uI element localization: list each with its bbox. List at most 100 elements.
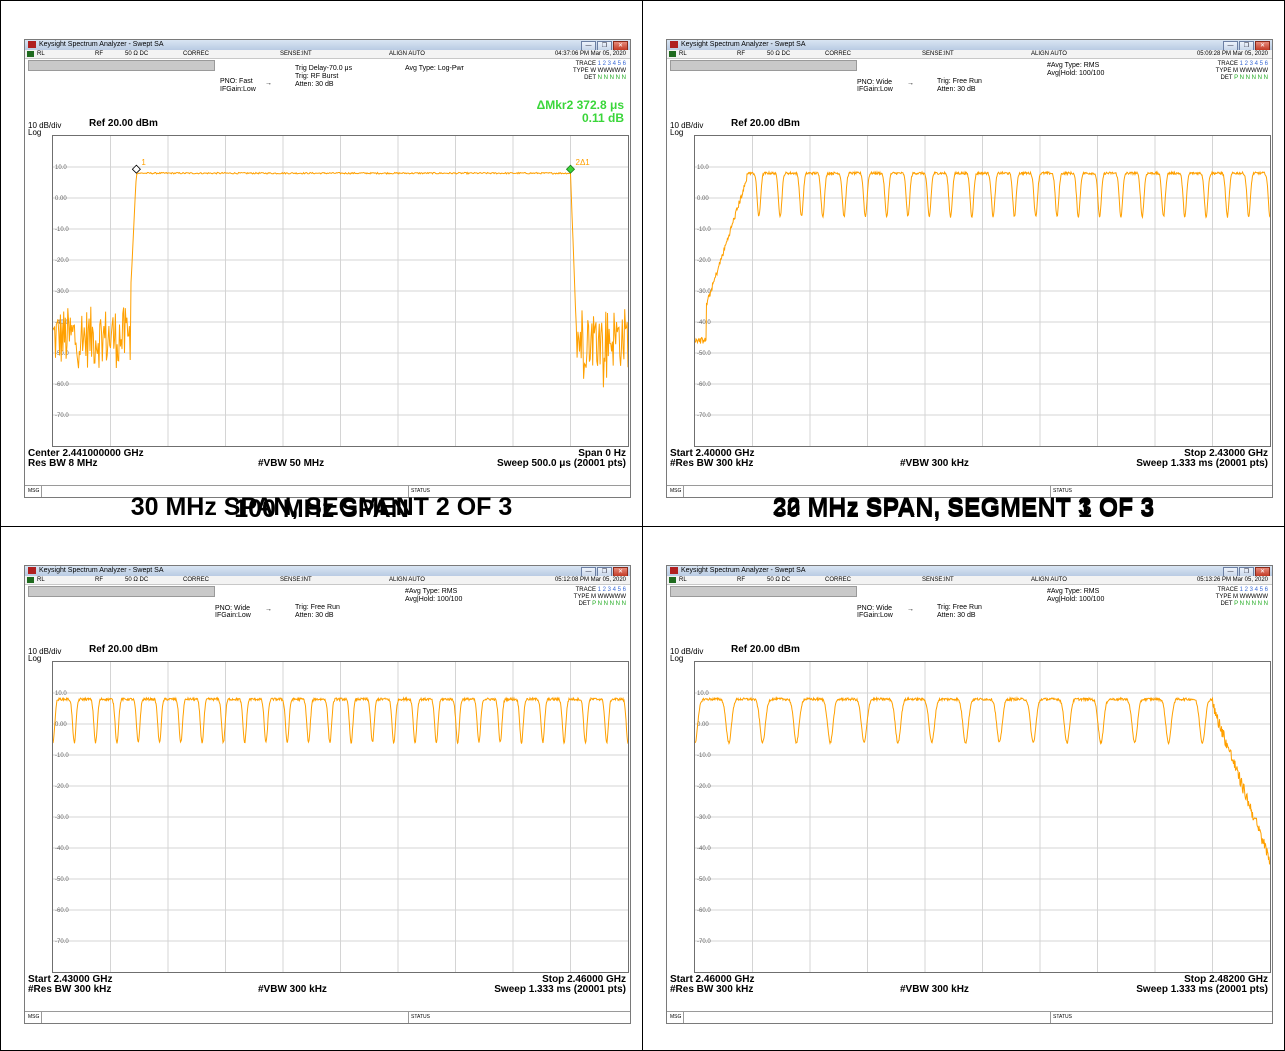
datetime: 05:12:08 PM Mar 05, 2020 xyxy=(554,577,626,583)
y-tick-label: -30.0 xyxy=(697,289,711,295)
y-tick-label: -10.0 xyxy=(55,227,69,233)
ref-level: Ref 20.00 dBm xyxy=(89,118,158,129)
window-controls: — ❐ ✕ xyxy=(581,566,628,577)
marker-1-icon[interactable] xyxy=(131,164,141,174)
status-sense: SENSE:INT xyxy=(280,51,312,57)
avg-type: Avg Type: Log-Pwr xyxy=(405,65,464,72)
arrow-icon: → xyxy=(907,606,914,613)
status-rl: RL xyxy=(679,51,687,57)
det-value: P N N N N N xyxy=(1234,75,1268,81)
window-controls: — ❐ ✕ xyxy=(1223,566,1270,577)
type-label: TYPE xyxy=(573,594,590,600)
panel-top-left: Keysight Spectrum Analyzer - Swept SA — … xyxy=(0,0,643,527)
det-label: DET xyxy=(584,75,596,81)
trace-info: TRACE 1 2 3 4 5 6 TYPE M WWWWW DET P N N… xyxy=(574,587,626,608)
det-label: DET xyxy=(1220,601,1233,607)
msg-divider xyxy=(41,1012,42,1023)
status-divider xyxy=(408,486,409,497)
trace-plot[interactable]: 10.0 0.00 -10.0 -20.0 -30.0 -40.0 -50.0 -60.0 -7… xyxy=(52,135,629,447)
pno-setting: PNO: Wide xyxy=(857,605,893,612)
msg-divider xyxy=(683,1012,684,1023)
foot-right-1: Stop 2.43000 GHz xyxy=(1184,448,1268,459)
window-titlebar: Keysight Spectrum Analyzer - Swept SA — … xyxy=(667,40,1272,51)
y-tick-label: -30.0 xyxy=(55,289,69,295)
menu-bar[interactable] xyxy=(670,60,857,71)
status-indicator-icon xyxy=(669,51,676,57)
trace-info: TRACE 1 2 3 4 5 6 TYPE M WWWWW DET P N N… xyxy=(1216,61,1268,82)
avg-hold: Avg|Hold: 100/100 xyxy=(1047,70,1105,77)
spectrum-trace xyxy=(695,696,1270,865)
menu-bar[interactable] xyxy=(28,60,215,71)
status-correc: CORREC xyxy=(825,51,852,57)
y-tick-label: 10.0 xyxy=(697,165,709,171)
ref-level: Ref 20.00 dBm xyxy=(89,644,158,655)
ifgain-setting: IFGain:Low xyxy=(857,612,893,619)
trace-plot[interactable]: 10.0 0.00 -10.0 -20.0 -30.0 -40.0 -50.0 -60.0 -7… xyxy=(52,661,629,973)
y-tick-label: -20.0 xyxy=(55,258,69,264)
scale-log: Log xyxy=(670,654,684,663)
trace-type: M WWWWW xyxy=(1233,68,1268,74)
y-tick-label: 0.00 xyxy=(55,196,67,202)
trace-graph: 10.0 0.00 -10.0 -20.0 -30.0 -40.0 -50.0 -60.0 -7… xyxy=(695,662,1270,972)
det-value: P N N N N N xyxy=(592,601,626,607)
foot-left-2: #Res BW 300 kHz xyxy=(28,984,112,995)
spectrum-trace xyxy=(53,696,628,745)
y-tick-label: -50.0 xyxy=(697,351,711,357)
analyzer-window: Keysight Spectrum Analyzer - Swept SA — … xyxy=(24,39,631,498)
status-row: RL RF 50 Ω DC CORREC SENSE:INT ALIGN AUT… xyxy=(25,50,630,59)
scale-log: Log xyxy=(670,128,684,137)
window-controls: — ❐ ✕ xyxy=(1223,40,1270,51)
y-tick-label: -30.0 xyxy=(697,815,711,821)
trace-graph: 10.0 0.00 -10.0 -20.0 -30.0 -40.0 -50.0 -60.0 -7… xyxy=(53,662,628,972)
y-tick-label: -20.0 xyxy=(697,784,711,790)
trace-plot[interactable]: 10.0 0.00 -10.0 -20.0 -30.0 -40.0 -50.0 -60.0 -7… xyxy=(694,661,1271,973)
foot-right-1: Stop 2.46000 GHz xyxy=(542,974,626,985)
atten-setting: Atten: 30 dB xyxy=(295,81,334,88)
y-tick-label: -60.0 xyxy=(697,382,711,388)
status-impedance: 50 Ω DC xyxy=(767,51,791,57)
marker-2-icon[interactable] xyxy=(565,164,576,174)
y-tick-label: -70.0 xyxy=(697,939,711,945)
det-label: DET xyxy=(1220,75,1233,81)
status-align: ALIGN AUTO xyxy=(1031,577,1067,583)
ifgain-setting: IFGain:Low xyxy=(220,86,256,93)
trig-mode: Trig: Free Run xyxy=(937,78,982,85)
status-align: ALIGN AUTO xyxy=(1031,51,1067,57)
y-tick-label: -60.0 xyxy=(697,908,711,914)
foot-right-1: Stop 2.48200 GHz xyxy=(1184,974,1268,985)
panel-bottom-right: Keysight Spectrum Analyzer - Swept SA — … xyxy=(642,493,1285,1051)
status-rf: RF xyxy=(95,51,103,57)
app-logo-icon xyxy=(670,567,678,574)
pno-setting: PNO: Wide xyxy=(215,605,251,612)
det-value: N N N N N xyxy=(597,75,626,81)
status-correc: CORREC xyxy=(183,51,210,57)
message-bar: MSG STATUS xyxy=(667,485,1272,497)
msg-label: MSG xyxy=(28,1014,40,1020)
ref-level: Ref 20.00 dBm xyxy=(731,644,800,655)
status-indicator-icon xyxy=(27,577,34,583)
y-tick-label: 10.0 xyxy=(697,691,709,697)
status-row: RL RF 50 Ω DC CORREC SENSE:INT ALIGN AUT… xyxy=(667,576,1272,585)
menu-bar[interactable] xyxy=(28,586,215,597)
menu-bar[interactable] xyxy=(670,586,857,597)
trace-label: TRACE xyxy=(575,61,596,67)
datetime: 04:37:06 PM Mar 05, 2020 xyxy=(554,51,626,57)
marker-2-label: 2Δ1 xyxy=(576,158,591,167)
trig-delay: Trig Delay-70.0 μs xyxy=(295,65,353,72)
status-label: STATUS xyxy=(1053,488,1072,494)
pno-setting: PNO: Wide xyxy=(857,79,893,86)
y-tick-label: -10.0 xyxy=(697,227,711,233)
y-tick-label: -50.0 xyxy=(697,877,711,883)
status-align: ALIGN AUTO xyxy=(389,51,425,57)
trace-label: TRACE xyxy=(1217,61,1238,67)
trace-type: W WWWWW xyxy=(590,68,626,74)
analyzer-window: Keysight Spectrum Analyzer - Swept SA — … xyxy=(24,565,631,1024)
trace-type: M WWWWW xyxy=(591,594,626,600)
window-titlebar: Keysight Spectrum Analyzer - Swept SA — … xyxy=(667,566,1272,577)
window-title: Keysight Spectrum Analyzer - Swept SA xyxy=(39,41,164,48)
trig-mode: Trig: Free Run xyxy=(937,604,982,611)
y-tick-label: -40.0 xyxy=(55,846,69,852)
app-logo-icon xyxy=(28,41,36,48)
analyzer-window: Keysight Spectrum Analyzer - Swept SA — … xyxy=(666,565,1273,1024)
trace-plot[interactable]: 10.0 0.00 -10.0 -20.0 -30.0 -40.0 -50.0 -60.0 -7… xyxy=(694,135,1271,447)
